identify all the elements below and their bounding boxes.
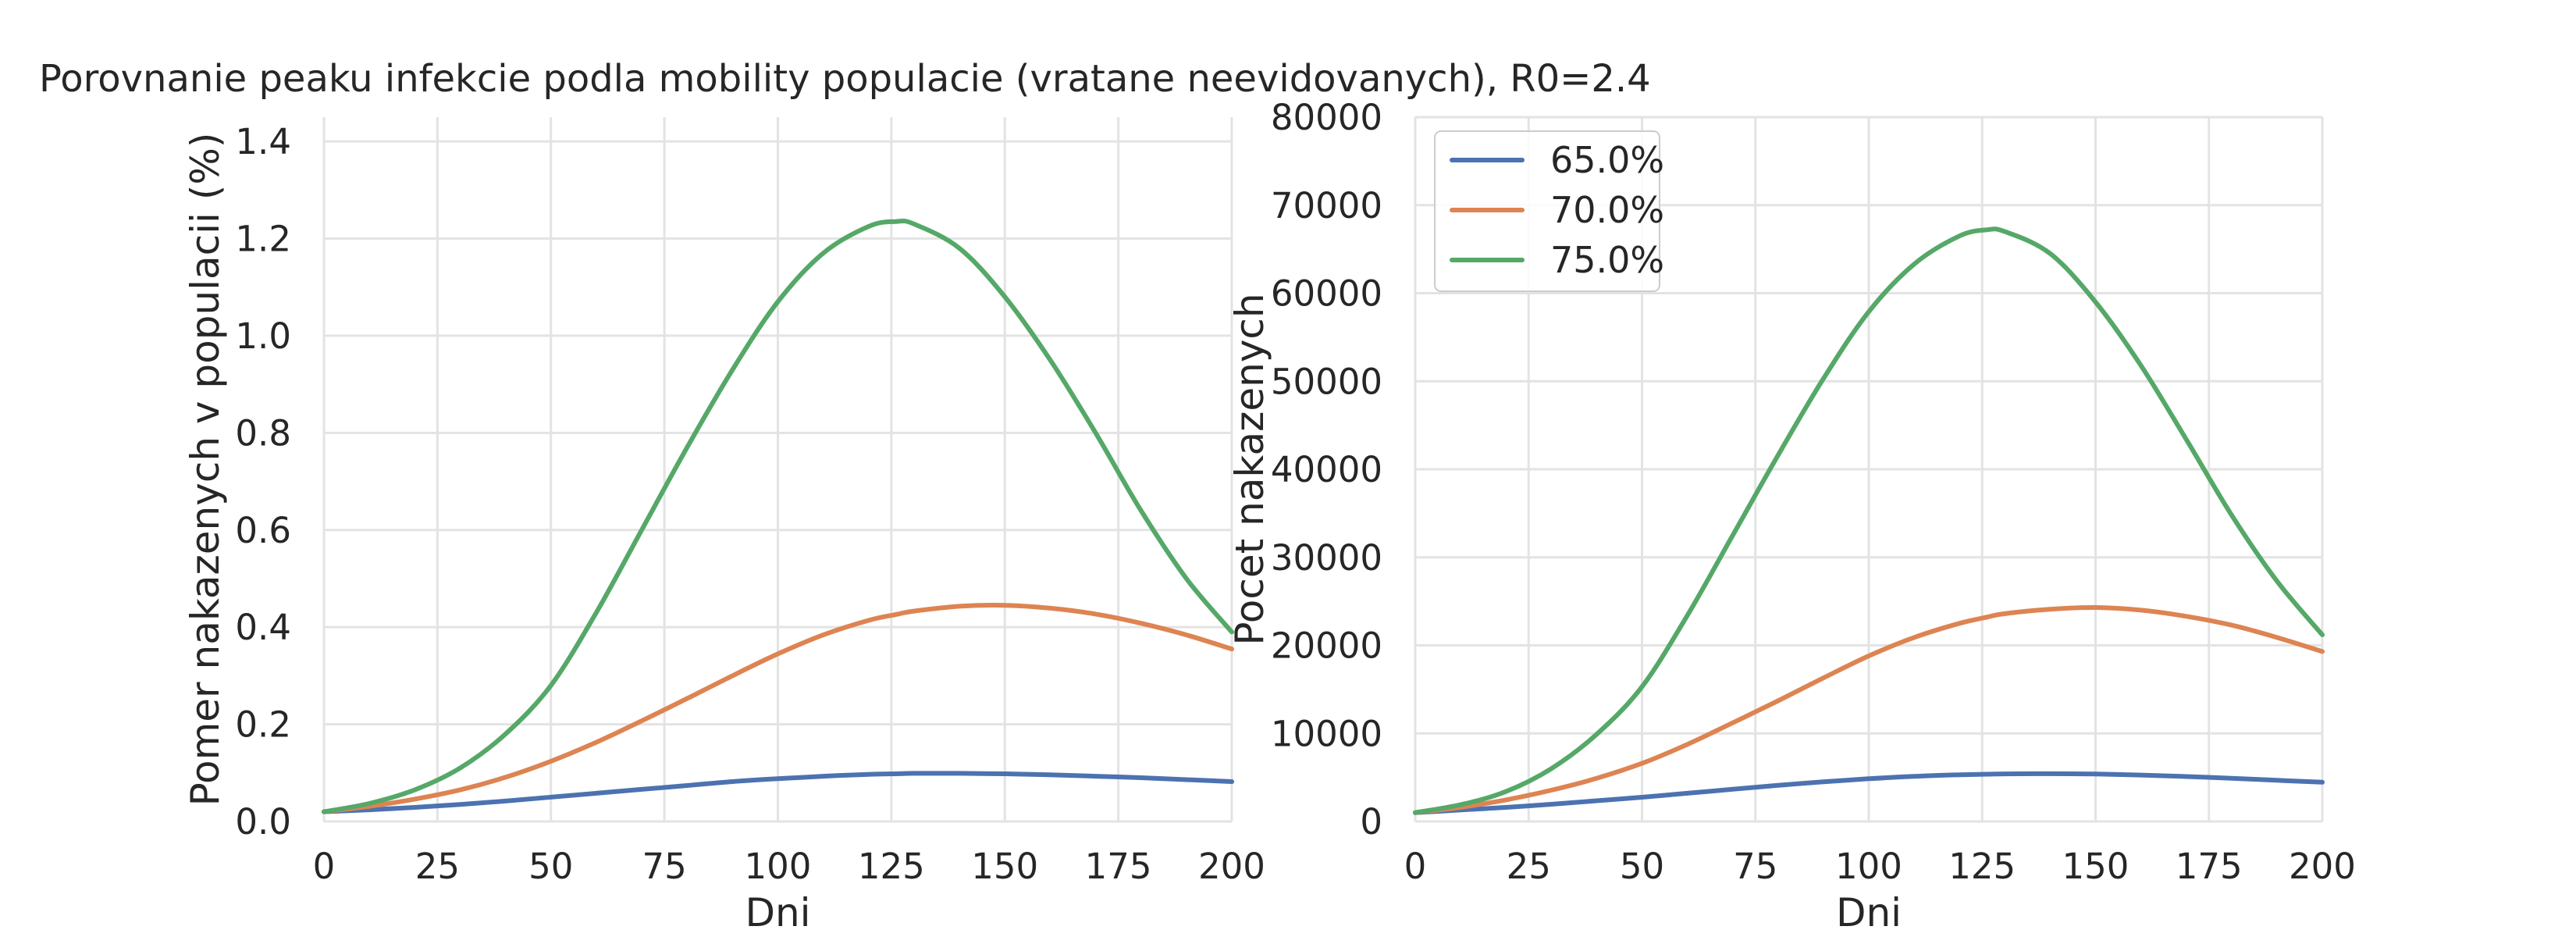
series-line-650	[322, 771, 1234, 814]
x-tick-label: 0	[313, 846, 336, 887]
x-tick-label: 175	[2176, 846, 2243, 887]
x-axis-label: Dni	[745, 890, 810, 935]
series-line-700	[322, 603, 1234, 814]
legend: 65.0% 70.0% 75.0%	[1434, 130, 1664, 292]
x-tick-label: 100	[745, 846, 812, 887]
x-tick-label: 150	[2062, 846, 2129, 887]
y-tick-label: 10000	[1271, 713, 1382, 754]
y-tick-label: 0.6	[235, 510, 291, 551]
x-tick-label: 150	[971, 846, 1038, 887]
x-tick-label: 200	[2289, 846, 2356, 887]
x-tick-label: 125	[1948, 846, 2016, 887]
x-tick-label: 50	[528, 846, 573, 887]
x-tick-label: 100	[1835, 846, 1902, 887]
x-tick-label: 0	[1404, 846, 1427, 887]
legend-label: 75.0%	[1550, 239, 1664, 281]
y-tick-label: 80000	[1271, 97, 1382, 138]
y-tick-label: 0.2	[235, 704, 291, 746]
y-tick-label: 20000	[1271, 625, 1382, 667]
legend-frame	[1434, 130, 1660, 292]
left-panel-proportion: 0 25 50 75 100 125 150 175 200 0.0 0.2 0.4 0.6 0.8 1.0…	[183, 117, 1265, 935]
x-tick-label: 200	[1198, 846, 1265, 887]
y-tick-label: 1.2	[235, 219, 291, 260]
y-axis-label: Pomer nakazenych v populacii (%)	[183, 133, 228, 807]
legend-label: 65.0%	[1550, 139, 1664, 181]
x-tick-label: 25	[1507, 846, 1551, 887]
x-axis-label: Dni	[1836, 890, 1902, 935]
y-tick-label: 1.0	[235, 315, 291, 357]
x-tick-label: 75	[642, 846, 686, 887]
y-tick-label: 70000	[1271, 185, 1382, 226]
series-line-700	[1413, 604, 2325, 815]
series-line-750	[322, 218, 1234, 814]
right-panel-count: 0 25 50 75 100 125 150 175 200 0 10000 20000 30000 40…	[1227, 97, 2356, 935]
y-tick-label: 0	[1360, 801, 1382, 843]
x-tick-label: 50	[1620, 846, 1664, 887]
x-tick-label: 75	[1733, 846, 1777, 887]
x-tick-label: 175	[1085, 846, 1152, 887]
series-line-750	[1413, 226, 2325, 815]
x-tick-label: 125	[858, 846, 925, 887]
x-tick-label: 25	[415, 846, 460, 887]
y-tick-label: 60000	[1271, 273, 1382, 315]
y-tick-label: 1.4	[235, 121, 291, 162]
y-tick-label: 0.4	[235, 607, 291, 648]
figure-title: Porovnanie peaku infekcie podla mobility…	[39, 57, 1651, 101]
y-tick-label: 30000	[1271, 537, 1382, 579]
y-tick-label: 0.0	[235, 801, 291, 843]
y-tick-label: 40000	[1271, 449, 1382, 490]
y-tick-label: 50000	[1271, 361, 1382, 402]
y-axis-label: Pocet nakazenych	[1227, 293, 1272, 645]
legend-label: 70.0%	[1550, 189, 1664, 231]
series-line-650	[1413, 771, 2325, 815]
y-tick-label: 0.8	[235, 412, 291, 454]
